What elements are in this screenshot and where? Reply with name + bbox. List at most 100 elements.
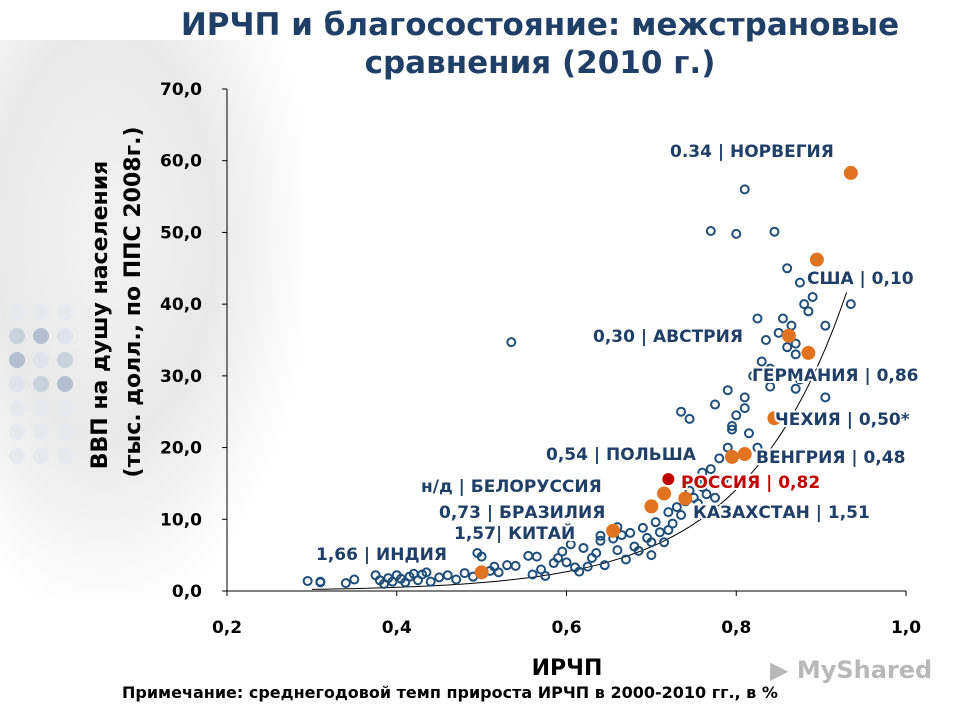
country-point: [697, 482, 708, 493]
annotation-label: 0,30 | АВСТРИЯ: [593, 327, 743, 347]
country-point: [612, 545, 623, 556]
highlighted-country-point: [678, 491, 693, 506]
decorative-dot: [33, 304, 49, 320]
y-axis-title-line-1: ВВП на душу населения: [88, 161, 113, 470]
annotation-label: ГЕРМАНИЯ | 0,86: [752, 366, 919, 386]
decorative-dot: [33, 448, 49, 464]
highlighted-country-point: [474, 565, 489, 580]
decorative-dot: [9, 376, 25, 392]
country-point: [743, 428, 754, 439]
country-point: [565, 539, 576, 550]
country-point: [557, 546, 568, 557]
x-tick-label: 1,0: [891, 618, 921, 638]
country-point: [765, 363, 776, 374]
country-point: [531, 551, 542, 562]
annotation-label: США | 0,10: [807, 269, 914, 289]
chart-axes: 0,0 10,0 20,0 30,0 40,0 50,0 60,0 70,0 0,2 0,4 0,6…: [160, 80, 921, 638]
annotation-label: 0.34 | НОРВЕГИЯ: [670, 142, 834, 162]
highlighted-country-point: [725, 449, 740, 464]
decorative-dot: [33, 376, 49, 392]
watermark-text: MyShared: [796, 656, 933, 684]
highlighted-country-point: [809, 252, 824, 267]
country-point: [790, 338, 801, 349]
decorative-dot: [57, 304, 73, 320]
country-point: [523, 550, 534, 561]
country-point: [769, 226, 780, 237]
country-point: [710, 492, 721, 503]
annotation-label: КАЗАХСТАН | 1,51: [693, 503, 870, 523]
country-point: [527, 569, 538, 580]
country-point: [845, 299, 856, 310]
annotation-label: ЧЕХИЯ | 0,50*: [775, 410, 910, 430]
country-point: [756, 356, 767, 367]
x-tick-label: 0,2: [212, 618, 242, 638]
data-points: [302, 165, 858, 589]
annotation-label: 0,54 | ПОЛЬША: [546, 445, 697, 465]
title-line-2: сравнения (2010 г.): [364, 45, 716, 81]
decorative-dot: [9, 400, 25, 416]
country-point: [760, 335, 771, 345]
y-tick-label: 30,0: [160, 367, 202, 387]
country-point: [451, 574, 462, 585]
background-globe: [0, 40, 300, 600]
country-point: [710, 399, 721, 410]
country-point: [794, 374, 805, 385]
decorative-dot: [57, 400, 73, 416]
country-point: [663, 525, 674, 536]
watermark-icon: ▶: [770, 656, 797, 684]
footnote: Примечание: среднегодовой темп прироста …: [122, 683, 778, 702]
country-point: [637, 522, 648, 533]
country-point: [807, 291, 818, 302]
country-point: [727, 421, 738, 432]
decorative-dot: [9, 424, 25, 440]
country-point: [731, 410, 742, 421]
annotation-label: 0,73 | БРАЗИЛИЯ: [439, 503, 605, 523]
country-point: [434, 572, 445, 583]
country-point: [739, 184, 750, 195]
country-point: [340, 578, 351, 589]
country-point: [786, 320, 797, 331]
country-point: [752, 442, 763, 453]
country-point: [799, 299, 810, 310]
country-point: [595, 535, 606, 546]
annotation-label: 1,66 | ИНДИЯ: [316, 545, 447, 565]
country-point: [540, 570, 551, 581]
country-point: [633, 545, 644, 556]
country-point: [659, 537, 670, 548]
country-point: [727, 424, 738, 435]
country-point: [693, 498, 704, 509]
annotation-label: 1,57| КИТАЙ: [454, 522, 575, 544]
title-line-1: ИРЧП и благосостояние: межстрановые: [180, 7, 900, 43]
decorative-dot: [57, 352, 73, 368]
y-tick-label: 0,0: [172, 582, 202, 602]
country-point: [302, 575, 313, 586]
country-point: [714, 453, 725, 464]
country-point: [820, 392, 831, 403]
highlighted-country-point: [737, 447, 752, 462]
x-tick-label: 0,8: [721, 618, 751, 638]
country-point: [820, 320, 831, 331]
country-point: [748, 370, 759, 381]
x-axis-title: ИРЧП: [532, 656, 603, 681]
country-point: [782, 342, 793, 353]
x-tick-label: 0,6: [551, 618, 581, 638]
country-point: [663, 507, 674, 518]
y-tick-label: 50,0: [160, 223, 202, 243]
country-point: [773, 327, 784, 338]
country-point: [722, 385, 733, 396]
country-point: [790, 349, 801, 360]
highlighted-country-point: [843, 165, 858, 180]
country-point: [476, 551, 487, 562]
annotation-label: н/д | БЕЛОРУССИЯ: [421, 477, 602, 497]
highlighted-country-point: [767, 411, 782, 426]
country-point: [803, 306, 814, 317]
country-point: [650, 517, 661, 528]
decorative-dot: [57, 448, 73, 464]
country-point: [782, 263, 793, 274]
y-tick-label: 20,0: [160, 439, 202, 459]
country-point: [697, 467, 708, 478]
russia-point: [662, 473, 675, 486]
decorative-dot: [33, 352, 49, 368]
annotation-label: РОССИЯ | 0,82: [681, 473, 820, 493]
